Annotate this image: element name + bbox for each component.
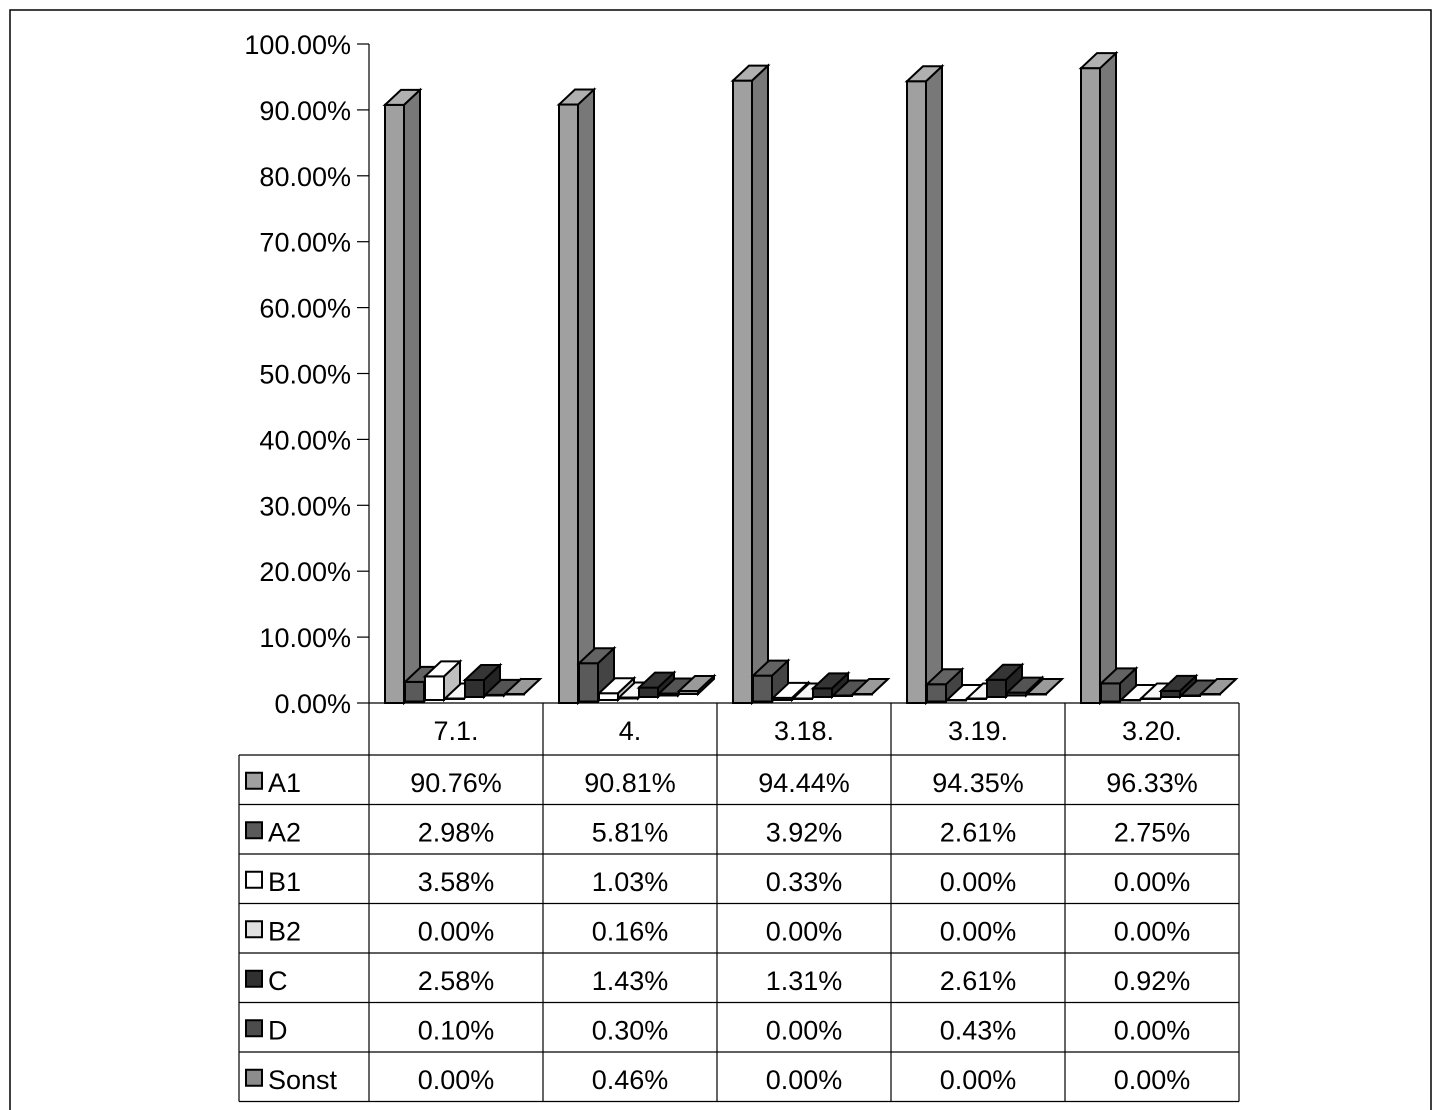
bar-c-0 — [462, 662, 503, 700]
table-cell: 0.30% — [592, 1015, 669, 1045]
legend-key-b1 — [245, 870, 263, 889]
table-cell: 0.00% — [940, 867, 1017, 897]
bar-a1-0 — [382, 87, 423, 706]
bar-b1-0 — [422, 659, 463, 703]
x-category-label: 3.18. — [774, 716, 834, 746]
legend-label-d: D — [268, 1015, 288, 1045]
bar-sonst-1 — [676, 673, 717, 697]
y-tick-label: 30.00% — [259, 491, 351, 521]
bar-a2-2 — [750, 658, 791, 704]
table-cell: 90.81% — [584, 768, 676, 798]
legend-key-a1 — [245, 771, 263, 790]
table-cell: 3.58% — [418, 867, 495, 897]
y-tick-label: 80.00% — [259, 162, 351, 192]
legend-key-a2 — [245, 821, 263, 840]
y-tick-label: 10.00% — [259, 623, 351, 653]
x-category-label: 4. — [619, 716, 642, 746]
table-cell: 0.10% — [418, 1015, 495, 1045]
table-cell: 0.00% — [766, 1015, 843, 1045]
table-cell: 0.43% — [940, 1015, 1017, 1045]
table-cell: 94.35% — [932, 768, 1024, 798]
table-cell: 0.00% — [1114, 916, 1191, 946]
bar-c-2 — [810, 671, 851, 700]
table-cell: 0.00% — [1114, 1015, 1191, 1045]
bar-sonst-0 — [502, 678, 543, 696]
table-cell: 0.00% — [766, 916, 843, 946]
table-cell: 1.43% — [592, 966, 669, 996]
legend-key-d — [245, 1019, 263, 1038]
bar-a1-2 — [730, 63, 771, 706]
x-category-label: 7.1. — [433, 716, 478, 746]
table-cell: 2.61% — [940, 817, 1017, 847]
table-cell: 0.33% — [766, 867, 843, 897]
bar-a2-3 — [924, 666, 965, 704]
table-cell: 0.00% — [1114, 867, 1191, 897]
legend-key-b2 — [245, 920, 263, 939]
table-cell: 0.16% — [592, 916, 669, 946]
bar-a1-4 — [1078, 50, 1119, 706]
table-cell: 1.03% — [592, 867, 669, 897]
legend-label-b1: B1 — [268, 867, 301, 897]
table-cell: 0.00% — [418, 1065, 495, 1095]
legend-label-a1: A1 — [268, 768, 301, 798]
legend-key-c — [245, 969, 263, 988]
outer-border — [9, 9, 1432, 1110]
legend-label-c: C — [268, 966, 288, 996]
table-cell: 90.76% — [410, 768, 502, 798]
y-tick-label: 20.00% — [259, 557, 351, 587]
legend-label-a2: A2 — [268, 817, 301, 847]
bar-a1-1 — [556, 87, 597, 706]
table-cell: 0.46% — [592, 1065, 669, 1095]
x-category-label: 3.19. — [948, 716, 1008, 746]
table-cell: 0.00% — [940, 916, 1017, 946]
legend-label-sonst: Sonst — [268, 1065, 338, 1095]
bar-a1-3 — [904, 63, 945, 706]
data-table: 7.1. 4. 3.18. 3.19. 3.20. A1 90.76% 90.81% 94.44… — [238, 702, 1240, 1103]
table-cell: 2.75% — [1114, 817, 1191, 847]
table-cell: 96.33% — [1106, 768, 1198, 798]
bar-sonst-2 — [850, 678, 891, 696]
table-cell: 2.61% — [940, 966, 1017, 996]
table-cell: 0.00% — [766, 1065, 843, 1095]
table-cell: 0.00% — [1114, 1065, 1191, 1095]
x-category-label: 3.20. — [1122, 716, 1182, 746]
table-cell: 94.44% — [758, 768, 850, 798]
y-axis: 0.00% 10.00% 20.00% 30.00% 40.00% 50.00% 60.00… — [244, 30, 370, 719]
bars-layer — [382, 50, 1239, 706]
table-cell: 1.31% — [766, 966, 843, 996]
bar-sonst-3 — [1024, 678, 1065, 696]
bar-sonst-4 — [1198, 678, 1239, 696]
y-tick-label: 0.00% — [274, 689, 351, 719]
table-cell: 2.58% — [418, 966, 495, 996]
legend-key-sonst — [245, 1068, 263, 1087]
y-tick-label: 60.00% — [259, 294, 351, 324]
y-tick-label: 70.00% — [259, 228, 351, 258]
y-tick-label: 100.00% — [244, 30, 351, 60]
y-tick-label: 50.00% — [259, 360, 351, 390]
table-cell: 3.92% — [766, 817, 843, 847]
y-tick-label: 90.00% — [259, 96, 351, 126]
table-cell: 0.92% — [1114, 966, 1191, 996]
legend-label-b2: B2 — [268, 916, 301, 946]
table-cell: 5.81% — [592, 817, 669, 847]
table-cell: 0.00% — [418, 916, 495, 946]
table-cell: 2.98% — [418, 817, 495, 847]
bar-c-3 — [984, 662, 1025, 700]
table-cell: 0.00% — [940, 1065, 1017, 1095]
y-tick-label: 40.00% — [259, 425, 351, 455]
